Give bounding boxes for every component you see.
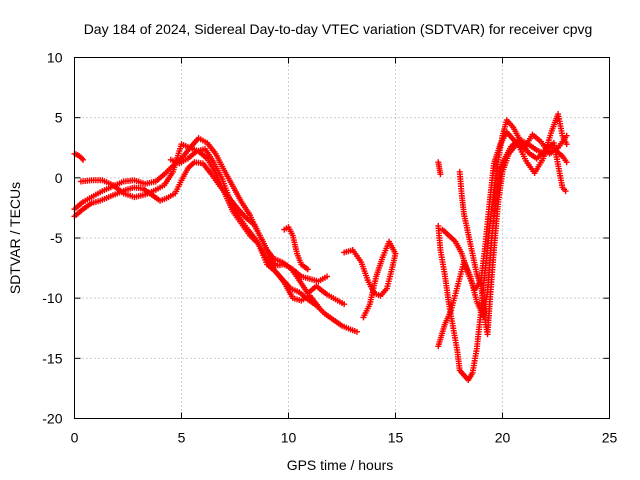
data-points — [71, 111, 570, 383]
data-point — [360, 314, 367, 321]
y-tick-label: 0 — [55, 170, 63, 186]
y-tick-label: -15 — [42, 350, 62, 366]
y-tick-label: -5 — [50, 230, 63, 246]
data-point — [353, 328, 360, 335]
data-point — [563, 159, 570, 166]
series-track-g — [281, 224, 311, 273]
y-tick-label: -20 — [42, 411, 62, 427]
x-tick-label: 5 — [178, 430, 186, 446]
data-point — [341, 301, 348, 308]
series-track-j — [439, 129, 570, 293]
data-point — [324, 273, 331, 280]
x-axis-label: GPS time / hours — [287, 457, 394, 473]
data-point — [562, 188, 569, 195]
y-tick-label: 5 — [55, 110, 63, 126]
x-tick-labels: 0 5 10 15 20 25 — [71, 430, 618, 446]
chart-title: Day 184 of 2024, Sidereal Day-to-day VTE… — [84, 21, 593, 37]
data-point — [78, 155, 85, 162]
data-point — [563, 141, 570, 148]
plot-frame — [74, 57, 610, 419]
series-track-f — [341, 238, 399, 321]
y-tick-labels: 10 5 0 -5 -10 -15 -20 — [42, 50, 62, 427]
series-track-h — [435, 159, 444, 178]
x-tick-label: 0 — [71, 430, 79, 446]
x-tick-label: 25 — [602, 430, 618, 446]
grid — [74, 57, 610, 419]
y-tick-label: -10 — [42, 290, 62, 306]
data-point — [80, 156, 87, 163]
series-track-d — [167, 145, 360, 335]
x-tick-label: 10 — [281, 430, 297, 446]
data-point — [304, 266, 311, 273]
data-point — [437, 171, 444, 178]
x-tick-label: 20 — [495, 430, 511, 446]
series-track-l — [435, 136, 569, 350]
y-axis-label: SDTVAR / TECUs — [7, 182, 23, 294]
y-tick-label: 10 — [47, 50, 63, 66]
series-track-e — [71, 150, 87, 163]
x-tick-label: 15 — [388, 430, 404, 446]
